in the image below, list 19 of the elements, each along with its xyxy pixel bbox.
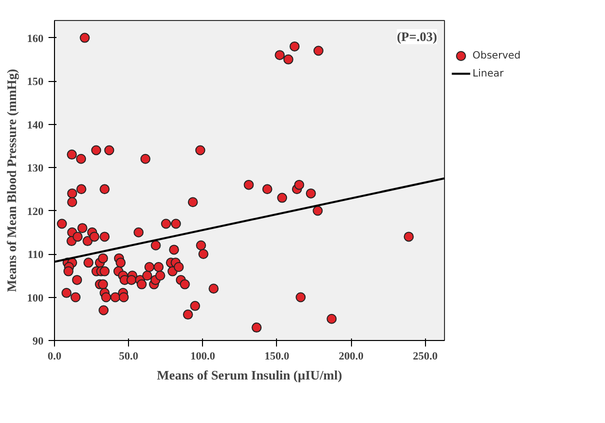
legend-label: Linear <box>472 68 504 80</box>
x-tick-label: 100.0 <box>190 350 216 362</box>
x-tick-label: 200.0 <box>338 350 364 362</box>
y-tick-label: 120 <box>27 206 44 218</box>
y-tick-label: 110 <box>28 249 44 262</box>
x-tick-label: 150.0 <box>264 350 290 362</box>
y-axis-title: Means of Mean Blood Pressure (mmHg) <box>4 68 19 292</box>
x-tick-label: 0.0 <box>48 350 62 362</box>
legend-label: Observed <box>472 50 521 62</box>
y-tick-label: 130 <box>27 162 44 175</box>
x-tick-label: 50.0 <box>119 350 139 362</box>
x-tick-label: 250.0 <box>412 350 438 362</box>
y-tick-label: 140 <box>27 119 44 132</box>
x-axis-title: Means of Serum Insulin (µIU/ml) <box>156 368 342 382</box>
y-tick-label: 100 <box>27 292 44 304</box>
y-tick-label: 150 <box>27 76 44 88</box>
annotation: (P=.03) <box>396 29 438 44</box>
y-tick-label: 160 <box>27 32 44 45</box>
y-tick-label: 90 <box>32 336 44 348</box>
